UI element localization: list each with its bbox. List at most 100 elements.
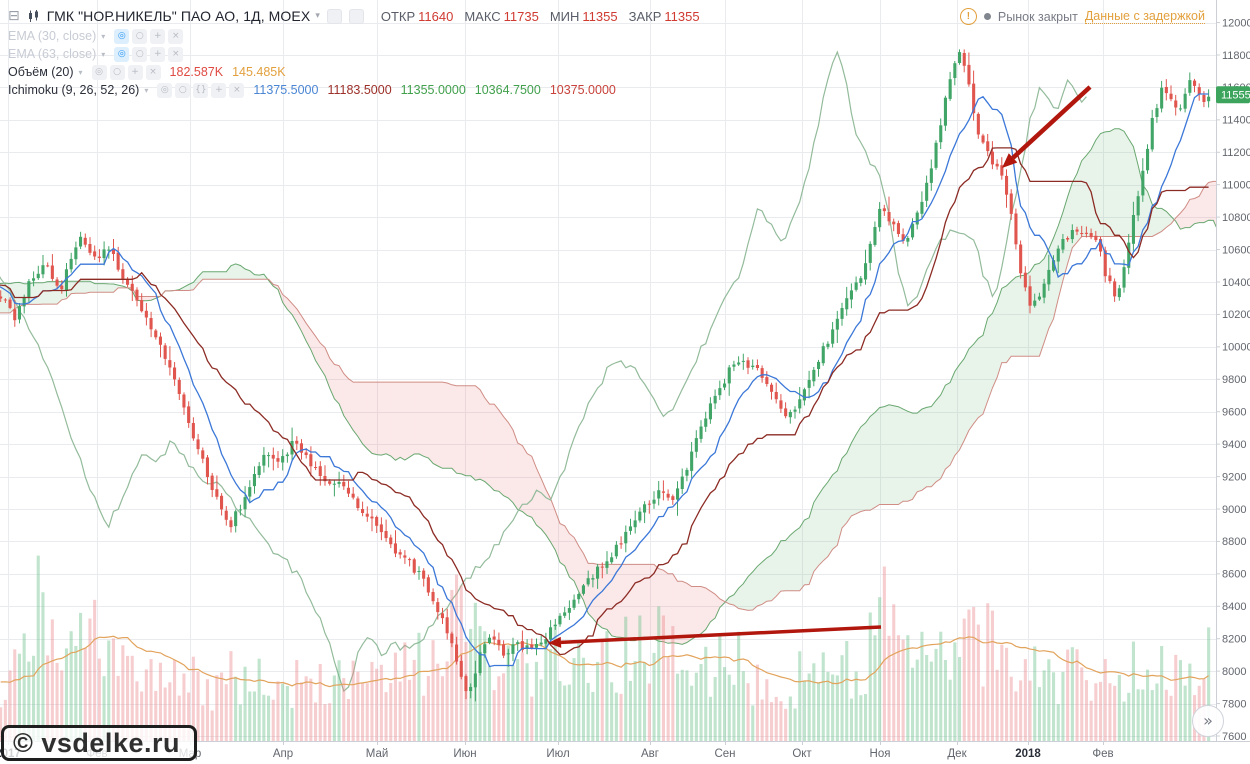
candle [1047,269,1051,285]
header-action-icon[interactable] [326,8,342,24]
candle [1202,95,1206,102]
eye-icon[interactable]: ◎ [114,46,130,62]
candle [393,543,397,554]
candle [27,281,31,298]
eye-icon[interactable]: ◎ [157,82,173,98]
candle [408,559,412,561]
y-axis-label: 10200 [1222,309,1250,321]
candle [911,223,915,238]
y-axis-label: 10000 [1222,342,1250,354]
candle [1089,233,1093,238]
indicator-name[interactable]: EMA (63, close) [8,47,97,61]
candle [1193,80,1197,86]
candle [610,557,614,563]
candle [1174,100,1178,108]
candle [680,476,684,489]
y-axis-label: 10600 [1222,244,1250,256]
candle [234,511,238,527]
close-icon[interactable]: × [145,64,161,80]
braces-icon[interactable]: {} [193,82,209,98]
candle [779,400,783,409]
candle [892,221,896,225]
ohlc-ЗАКР: ЗАКР 11355 [628,8,700,24]
x-axis-label: 2018 [1015,748,1041,760]
indicator-name[interactable]: Ichimoku (9, 26, 52, 26) [8,83,140,97]
candle [356,498,360,508]
candle [972,83,976,114]
candle [398,552,402,555]
candle [920,201,924,214]
candle [163,345,167,359]
candle [17,306,21,320]
indicator-rows: EMA (30, close) ▾ ◎ ○ + × EMA (63, close) ▾ ◎ ○ + ×… [8,27,700,99]
y-axis-label: 9200 [1222,471,1246,483]
plus-icon[interactable]: + [150,28,166,44]
candle [295,440,299,444]
scroll-to-latest-button[interactable]: » [1192,705,1224,737]
close-icon[interactable]: × [168,46,184,62]
candle [403,555,407,558]
eye-icon[interactable]: ◎ [114,28,130,44]
y-axis-label: 8400 [1222,601,1246,613]
plus-icon[interactable]: + [127,64,143,80]
candle [229,520,233,528]
candle [685,469,689,476]
indicator-name[interactable]: Объём (20) [8,65,74,79]
candle [854,282,858,290]
candle [652,499,656,504]
gear-icon[interactable]: ○ [132,28,148,44]
candle [1023,272,1027,288]
gear-icon[interactable]: ○ [175,82,191,98]
eye-icon[interactable]: ◎ [91,64,107,80]
candle [525,645,529,649]
candle [600,566,604,568]
plus-icon[interactable]: + [211,82,227,98]
candle [939,125,943,143]
delayed-data-link[interactable]: Данные с задержкой [1084,9,1205,24]
close-icon[interactable]: × [229,82,245,98]
candle [784,408,788,417]
candle [55,279,59,286]
collapse-legend-icon[interactable]: ⊟ [8,8,20,24]
candle [558,615,562,625]
candle [1070,230,1074,240]
chevron-down-icon[interactable]: ▾ [101,49,106,59]
indicator-name[interactable]: EMA (30, close) [8,29,97,43]
gear-icon[interactable]: ○ [132,46,148,62]
candle [995,163,999,167]
chevron-down-icon[interactable]: ▾ [101,31,106,41]
candle [591,578,595,580]
candle [215,489,219,497]
chevron-down-icon[interactable]: ▾ [78,67,83,77]
indicator-value: 11183.5000 [327,83,392,97]
candle [770,384,774,392]
warning-icon[interactable]: ! [959,8,977,25]
grid-layer [0,0,1216,741]
candle [737,362,741,365]
candle [1075,229,1079,232]
y-axis-label: 9000 [1222,504,1246,516]
candle [1155,108,1159,117]
candle [1141,170,1145,196]
y-axis-label: 11400 [1222,115,1250,127]
candle [201,450,205,459]
indicator-value: 182.587K [169,65,224,79]
plus-icon[interactable]: + [150,46,166,62]
candle [191,423,195,439]
chevron-down-icon[interactable]: ▾ [315,11,320,21]
candle [173,367,177,380]
chevron-down-icon[interactable]: ▾ [144,85,149,95]
candle [840,308,844,319]
symbol-title[interactable]: ГМК "НОР.НИКЕЛЬ" ПАО АО, 1Д, MOEX [46,8,311,24]
candle [694,438,698,452]
candle [149,318,153,330]
candle [962,53,966,66]
candle [549,627,553,640]
header-action-icon[interactable] [348,8,364,24]
candle [520,641,524,651]
candle [1122,267,1126,288]
gear-icon[interactable]: ○ [109,64,125,80]
close-icon[interactable]: × [168,28,184,44]
candle [1160,87,1164,109]
